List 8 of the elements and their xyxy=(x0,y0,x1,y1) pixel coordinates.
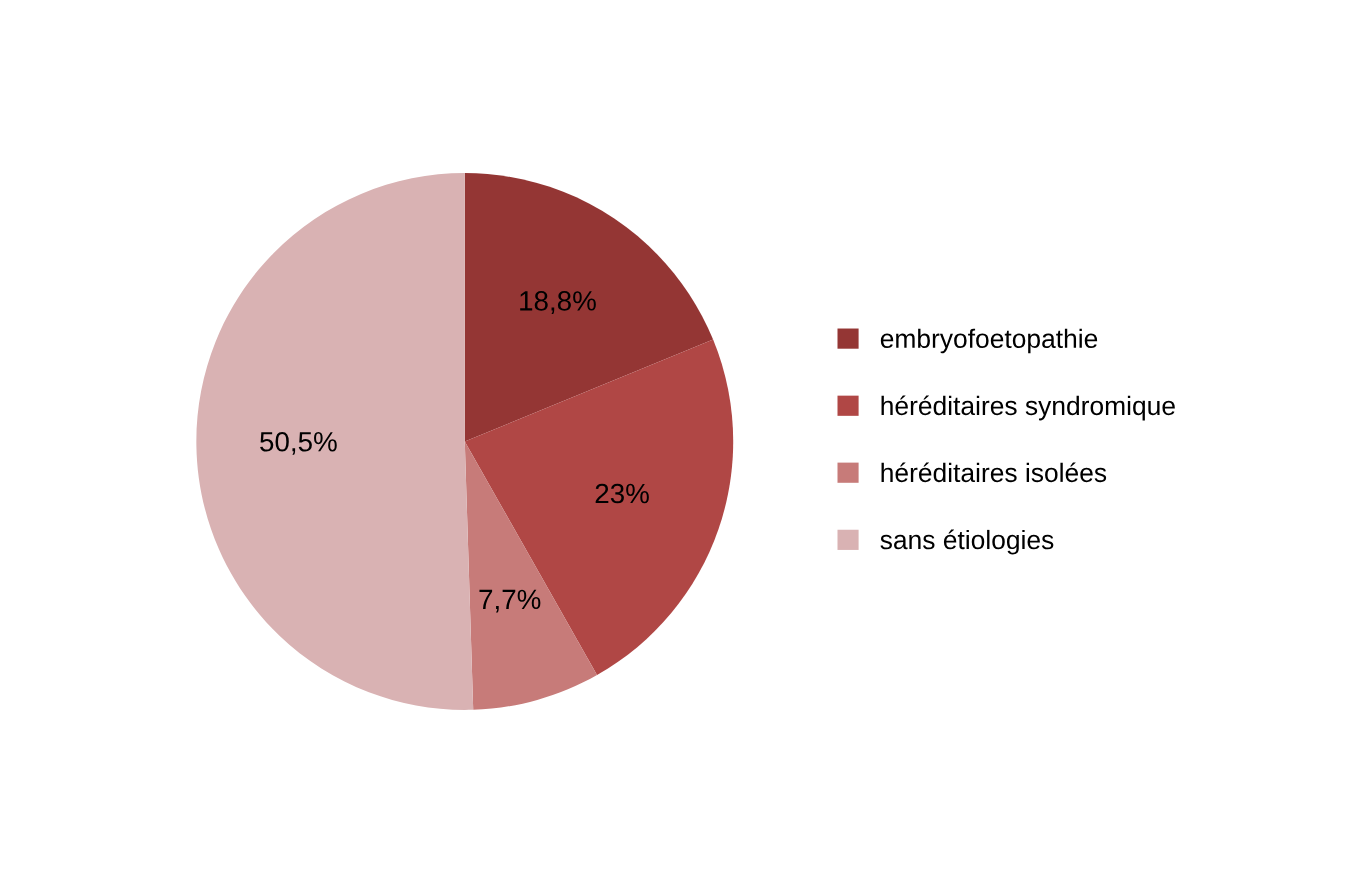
legend-label: sans étiologies xyxy=(880,529,1054,555)
data-label: 23% xyxy=(595,483,649,504)
legend-label: héréditaires syndromique xyxy=(881,395,1175,421)
legend-label: héréditaires isolées xyxy=(881,462,1107,483)
legend-label: embryofoetopathie xyxy=(880,328,1098,354)
data-label: 7,7% xyxy=(479,589,541,613)
data-label: 50,5% xyxy=(260,431,337,455)
data-label: 18,8% xyxy=(520,291,596,314)
